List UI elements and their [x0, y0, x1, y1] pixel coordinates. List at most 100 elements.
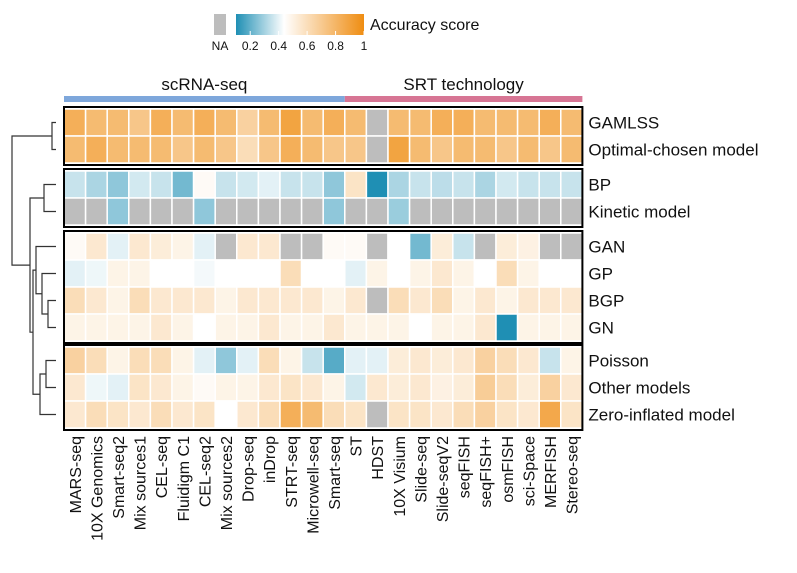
heatmap-cell: [63, 400, 87, 429]
heatmap-cell: [322, 197, 346, 226]
column-label: STRT-seq: [284, 436, 301, 508]
heatmap-cell: [300, 170, 324, 199]
heatmap-cell: [236, 346, 260, 375]
column-label: seqFISH+: [478, 436, 495, 508]
heatmap-cell: [516, 197, 540, 226]
column-label: Smart-seq2: [111, 436, 128, 519]
heatmap-cell: [192, 259, 216, 288]
column-label: Fluidigm C1: [176, 436, 193, 521]
column-label: Drop-seq: [241, 436, 258, 502]
heatmap-cell: [171, 232, 195, 261]
heatmap-cell: [149, 373, 173, 402]
heatmap-cell: [387, 313, 411, 342]
heatmap-cell: [387, 170, 411, 199]
heatmap-cell: [495, 373, 519, 402]
heatmap-cell: [63, 135, 87, 164]
heatmap-cell: [257, 135, 281, 164]
heatmap-cell: [236, 373, 260, 402]
column-label: 10X Visium: [392, 436, 409, 517]
heatmap-cell: [279, 346, 303, 375]
heatmap-cell: [106, 197, 130, 226]
heatmap-cell: [279, 313, 303, 342]
heatmap-cell: [365, 373, 389, 402]
heatmap-cell: [300, 232, 324, 261]
heatmap-cell: [430, 259, 454, 288]
heatmap-cell: [365, 313, 389, 342]
heatmap-cell: [452, 259, 476, 288]
heatmap-cell: [430, 313, 454, 342]
heatmap-cell: [408, 135, 432, 164]
heatmap-cell: [84, 286, 108, 315]
heatmap-cell: [128, 286, 152, 315]
heatmap-cell: [279, 197, 303, 226]
heatmap-cell: [322, 135, 346, 164]
heatmap-cell: [344, 259, 368, 288]
heatmap-cell: [344, 232, 368, 261]
heatmap-cell: [560, 108, 584, 137]
column-label: HDST: [370, 436, 387, 480]
heatmap-cell: [452, 373, 476, 402]
heatmap-cell: [473, 108, 497, 137]
heatmap-cell: [473, 346, 497, 375]
heatmap-cell: [106, 259, 130, 288]
heatmap-cell: [322, 346, 346, 375]
column-group-label: SRT technology: [403, 75, 524, 94]
heatmap-cell: [236, 259, 260, 288]
heatmap-cell: [84, 373, 108, 402]
heatmap-cell: [106, 400, 130, 429]
heatmap-cell: [257, 232, 281, 261]
heatmap-cell: [279, 400, 303, 429]
heatmap-cell: [63, 232, 87, 261]
heatmap-cell: [236, 400, 260, 429]
heatmap-cell: [408, 108, 432, 137]
heatmap-cell: [516, 135, 540, 164]
column-label: Slide-seqV2: [435, 436, 452, 522]
heatmap-cell: [149, 197, 173, 226]
heatmap-cell: [171, 373, 195, 402]
heatmap-cell: [63, 170, 87, 199]
heatmap-cell: [171, 259, 195, 288]
heatmap-cell: [84, 170, 108, 199]
heatmap-cell: [473, 373, 497, 402]
heatmap-cell: [106, 108, 130, 137]
heatmap-cell: [300, 346, 324, 375]
heatmap-cell: [408, 313, 432, 342]
heatmap-cell: [192, 108, 216, 137]
column-label: MARS-seq: [68, 436, 85, 513]
heatmap-cell: [516, 286, 540, 315]
heatmap-cell: [387, 135, 411, 164]
heatmap-cell: [560, 373, 584, 402]
heatmap-block-border: [63, 106, 584, 166]
heatmap-cell: [495, 259, 519, 288]
heatmap-cell: [430, 400, 454, 429]
heatmap-cell: [538, 346, 562, 375]
dendrogram-link: [51, 121, 56, 151]
heatmap-cell: [560, 197, 584, 226]
column-label: MERFISH: [543, 436, 560, 508]
column-group-label: scRNA-seq: [161, 75, 247, 94]
row-label: Poisson: [588, 352, 648, 371]
heatmap-cell: [516, 400, 540, 429]
heatmap-cell: [538, 232, 562, 261]
heatmap-cell: [408, 400, 432, 429]
heatmap-cell: [171, 400, 195, 429]
heatmap-cell: [538, 170, 562, 199]
heatmap-cell: [257, 259, 281, 288]
heatmap-cell: [322, 313, 346, 342]
heatmap-grid: [63, 106, 584, 431]
heatmap-cell: [452, 286, 476, 315]
heatmap-cell: [63, 346, 87, 375]
column-label: inDrop: [262, 436, 279, 483]
heatmap-cell: [279, 232, 303, 261]
column-label: CEL-seq2: [197, 436, 214, 507]
row-label: GAMLSS: [588, 114, 659, 133]
heatmap-cell: [149, 232, 173, 261]
heatmap-cell: [430, 346, 454, 375]
heatmap-cell: [452, 108, 476, 137]
heatmap-cell: [106, 373, 130, 402]
heatmap-cell: [84, 108, 108, 137]
dendrogram-link: [47, 299, 56, 329]
dendrogram-link: [45, 359, 56, 389]
heatmap-cell: [214, 197, 238, 226]
column-label: Mix sources2: [219, 436, 236, 530]
